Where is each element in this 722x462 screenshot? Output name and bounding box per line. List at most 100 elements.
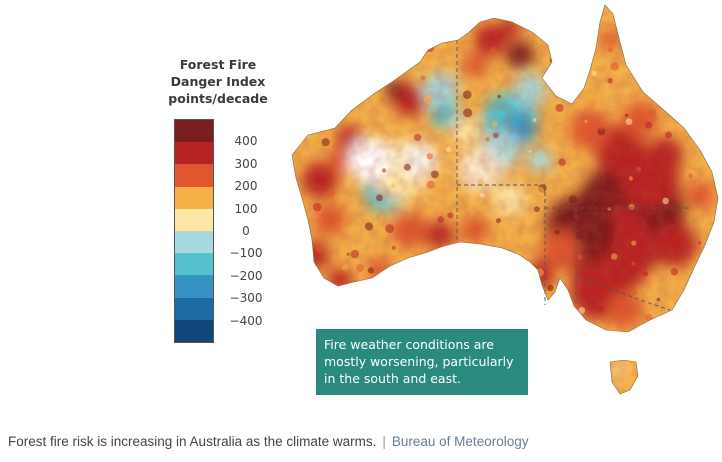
map-speckle xyxy=(534,206,540,213)
legend-tick-label: −100 xyxy=(229,246,263,261)
map-speckle xyxy=(480,192,485,198)
map-speckle xyxy=(662,197,669,205)
legend-tick-label: 300 xyxy=(234,156,258,171)
map-speckle xyxy=(667,97,675,105)
map-speckle xyxy=(341,264,348,271)
map-speckle xyxy=(647,109,657,118)
map-speckle xyxy=(624,113,629,117)
map-speckle xyxy=(670,268,678,276)
map-speckle xyxy=(301,131,309,139)
map-speckle xyxy=(303,259,311,267)
map-speckle xyxy=(395,282,405,291)
legend-swatch xyxy=(175,164,213,187)
map-speckle xyxy=(631,289,637,295)
legend-title-line-3: points/decade xyxy=(168,91,268,106)
legend-tick-labels: 400 300 200 100 0 −100 −200 −300 −400 xyxy=(222,119,272,343)
map-speckle xyxy=(380,215,384,220)
caption-credit-link[interactable]: Bureau of Meteorology xyxy=(391,434,529,449)
map-speckle xyxy=(495,218,502,224)
map-speckle xyxy=(388,57,395,64)
map-speckle xyxy=(607,78,613,84)
map-speckle xyxy=(350,51,356,56)
map-speckle xyxy=(373,309,381,317)
map-speckle xyxy=(485,137,490,142)
map-speckle xyxy=(420,282,429,290)
map-speckle xyxy=(549,56,557,64)
map-speckle xyxy=(578,307,586,314)
legend-swatch xyxy=(175,120,213,143)
map-speckle xyxy=(413,133,422,141)
map-speckle xyxy=(636,166,642,172)
map-speckle xyxy=(497,94,501,99)
legend-title-line-2: Danger Index xyxy=(170,74,266,89)
map-speckle xyxy=(477,179,484,186)
map-speckle xyxy=(497,221,507,230)
map-speckle xyxy=(347,127,354,133)
map-speckle xyxy=(423,67,431,75)
map-speckle xyxy=(367,267,374,274)
map-speckle xyxy=(396,267,406,277)
map-speckle xyxy=(625,118,633,125)
legend-swatch xyxy=(175,319,213,342)
legend-swatch xyxy=(175,186,213,209)
map-speckle xyxy=(631,240,637,246)
map-speckle xyxy=(577,254,583,261)
legend-swatch xyxy=(175,253,213,276)
map-speckle xyxy=(548,22,555,29)
map-speckle xyxy=(532,118,537,123)
fire-danger-figure: Forest Fire Danger Index points/decade 4… xyxy=(150,4,719,395)
map-speckle xyxy=(356,264,364,272)
map-speckle xyxy=(607,207,612,211)
legend-title-line-1: Forest Fire xyxy=(179,57,257,72)
legend-swatch xyxy=(175,297,213,320)
legend-tick-label: 400 xyxy=(234,134,258,149)
map-speckle xyxy=(568,195,577,204)
map-speckle xyxy=(346,252,350,256)
map-speckle xyxy=(554,229,560,235)
map-speckle xyxy=(505,282,511,288)
map-speckle xyxy=(301,45,305,49)
map-speckle xyxy=(528,213,535,219)
legend-tick-label: −300 xyxy=(229,291,263,306)
map-speckle xyxy=(420,75,426,81)
map-speckle xyxy=(431,170,439,179)
map-speckle xyxy=(598,124,605,131)
map-speckle xyxy=(688,173,693,179)
map-speckle xyxy=(628,176,633,181)
map-speckle xyxy=(463,90,472,99)
legend-colorbar xyxy=(174,119,214,343)
legend-title: Forest Fire Danger Index points/decade xyxy=(150,56,286,107)
map-speckle xyxy=(607,46,613,53)
map-speckle xyxy=(694,161,702,169)
map-speckle xyxy=(513,33,518,37)
map-speckle xyxy=(631,262,636,266)
legend-swatch xyxy=(175,230,213,254)
map-speckle xyxy=(555,103,564,112)
map-speckle xyxy=(415,44,420,49)
map-speckle xyxy=(688,84,697,94)
map-speckle xyxy=(427,39,431,44)
map-speckle xyxy=(312,202,322,212)
caption-text: Forest fire risk is increasing in Austra… xyxy=(8,434,377,449)
map-speckle xyxy=(312,46,322,55)
map-speckle xyxy=(370,30,376,35)
legend-tick-label: −400 xyxy=(229,313,263,328)
map-speckle xyxy=(644,166,651,174)
map-speckle xyxy=(579,49,583,54)
map-speckle xyxy=(483,296,491,304)
map-speckle xyxy=(697,23,707,33)
map-speckle xyxy=(610,62,619,71)
map-speckle xyxy=(694,86,702,94)
state-borders xyxy=(456,40,690,311)
map-speckle xyxy=(472,265,479,273)
map-speckle xyxy=(597,305,605,312)
callout-box: Fire weather conditions are mostly worse… xyxy=(316,329,528,395)
legend-swatch xyxy=(175,208,213,231)
map-speckle xyxy=(529,195,538,204)
map-speckle xyxy=(595,119,600,123)
map-speckle xyxy=(644,121,653,129)
map-speckle xyxy=(702,44,711,53)
map-speckle xyxy=(350,249,359,259)
map-speckle xyxy=(321,138,330,147)
map-speckle xyxy=(376,194,383,202)
